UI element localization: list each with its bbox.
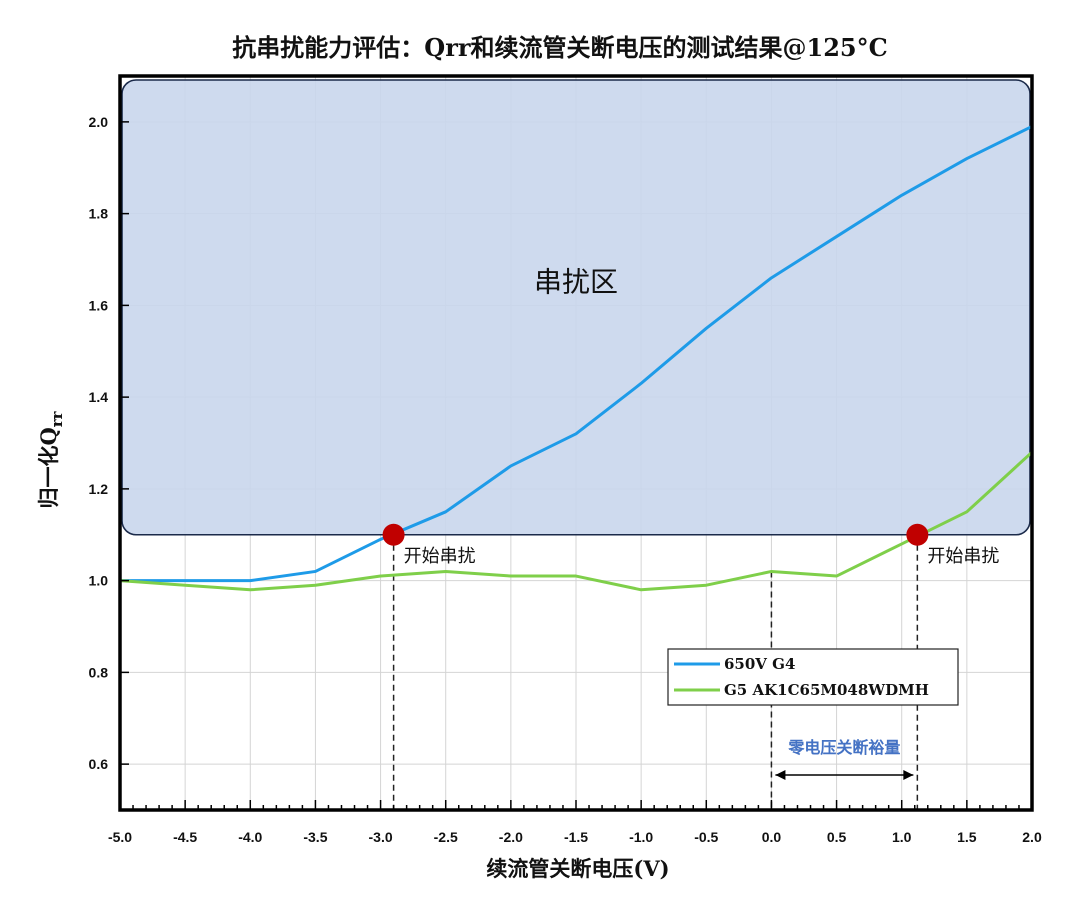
crosstalk-region-label: 串扰区 [534,266,618,299]
x-tick-label: 2.0 [1022,829,1042,845]
x-tick-label: -5.0 [108,829,132,845]
x-tick-label: 0.0 [762,829,782,845]
y-axis-tick-labels: 0.6 0.8 1.0 1.2 1.4 1.6 1.8 2.0 [89,114,109,772]
margin-arrow-head-left [775,770,786,780]
y-tick-label: 0.6 [89,756,109,772]
onset-marker [382,523,405,546]
chart-title: 抗串扰能力评估：Qrr和续流管关断电压的测试结果@125°C [232,33,887,62]
legend-box [667,648,959,706]
x-tick-label: -3.0 [369,829,393,845]
x-tick-label: -2.0 [499,829,523,845]
onset-marker-label: 开始串扰 [404,546,476,567]
margin-annotation-label: 零电压关断裕量 [787,738,900,757]
x-tick-label: -4.0 [238,829,262,845]
axis-tick-marks [119,121,1033,810]
onset-marker [906,523,929,546]
guide-lines [392,534,919,810]
x-tick-label: 0.5 [827,829,847,845]
legend: 650V G4 G5 AK1C65M048WDMH [667,648,959,706]
y-axis-title-group: 归一化Qrr [36,410,66,508]
legend-label-1: 650V G4 [724,655,795,673]
y-tick-label: 1.6 [89,297,109,313]
x-tick-label: 1.0 [892,829,912,845]
series-lines [119,125,1034,592]
y-axis-title-main: 归一化Q [36,427,61,508]
x-tick-label: -1.0 [629,829,653,845]
x-axis-tick-labels: -5.0 -4.5 -4.0 -3.5 -3.0 -2.5 -2.0 -1.5 -1.0 -0.5… [108,829,1042,845]
x-tick-label: -0.5 [694,829,718,845]
y-tick-label: 2.0 [89,114,109,130]
series-line-1 [120,125,1033,583]
y-tick-label: 0.8 [89,664,109,680]
x-tick-label: 1.5 [957,829,977,845]
margin-annotation: 零电压关断裕量 [775,738,914,780]
onset-markers: 开始串扰 开始串扰 [382,523,999,567]
onset-marker-label: 开始串扰 [927,546,999,567]
x-axis-title: 续流管关断电压(V) [486,856,669,881]
margin-arrow-head-right [903,770,914,780]
y-tick-label: 1.8 [89,206,109,222]
y-tick-label: 1.0 [89,573,109,589]
legend-label-2: G5 AK1C65M048WDMH [724,681,929,699]
y-tick-label: 1.2 [89,481,109,497]
y-axis-title-subscript: rr [48,410,66,427]
x-tick-label: -4.5 [173,829,197,845]
x-tick-label: -2.5 [434,829,458,845]
x-tick-label: -1.5 [564,829,588,845]
y-axis-title: 归一化Qrr [36,410,66,508]
crosstalk-region [121,79,1031,536]
series-line-2 [119,451,1034,592]
y-tick-label: 1.4 [89,389,109,405]
x-tick-label: -3.5 [303,829,327,845]
